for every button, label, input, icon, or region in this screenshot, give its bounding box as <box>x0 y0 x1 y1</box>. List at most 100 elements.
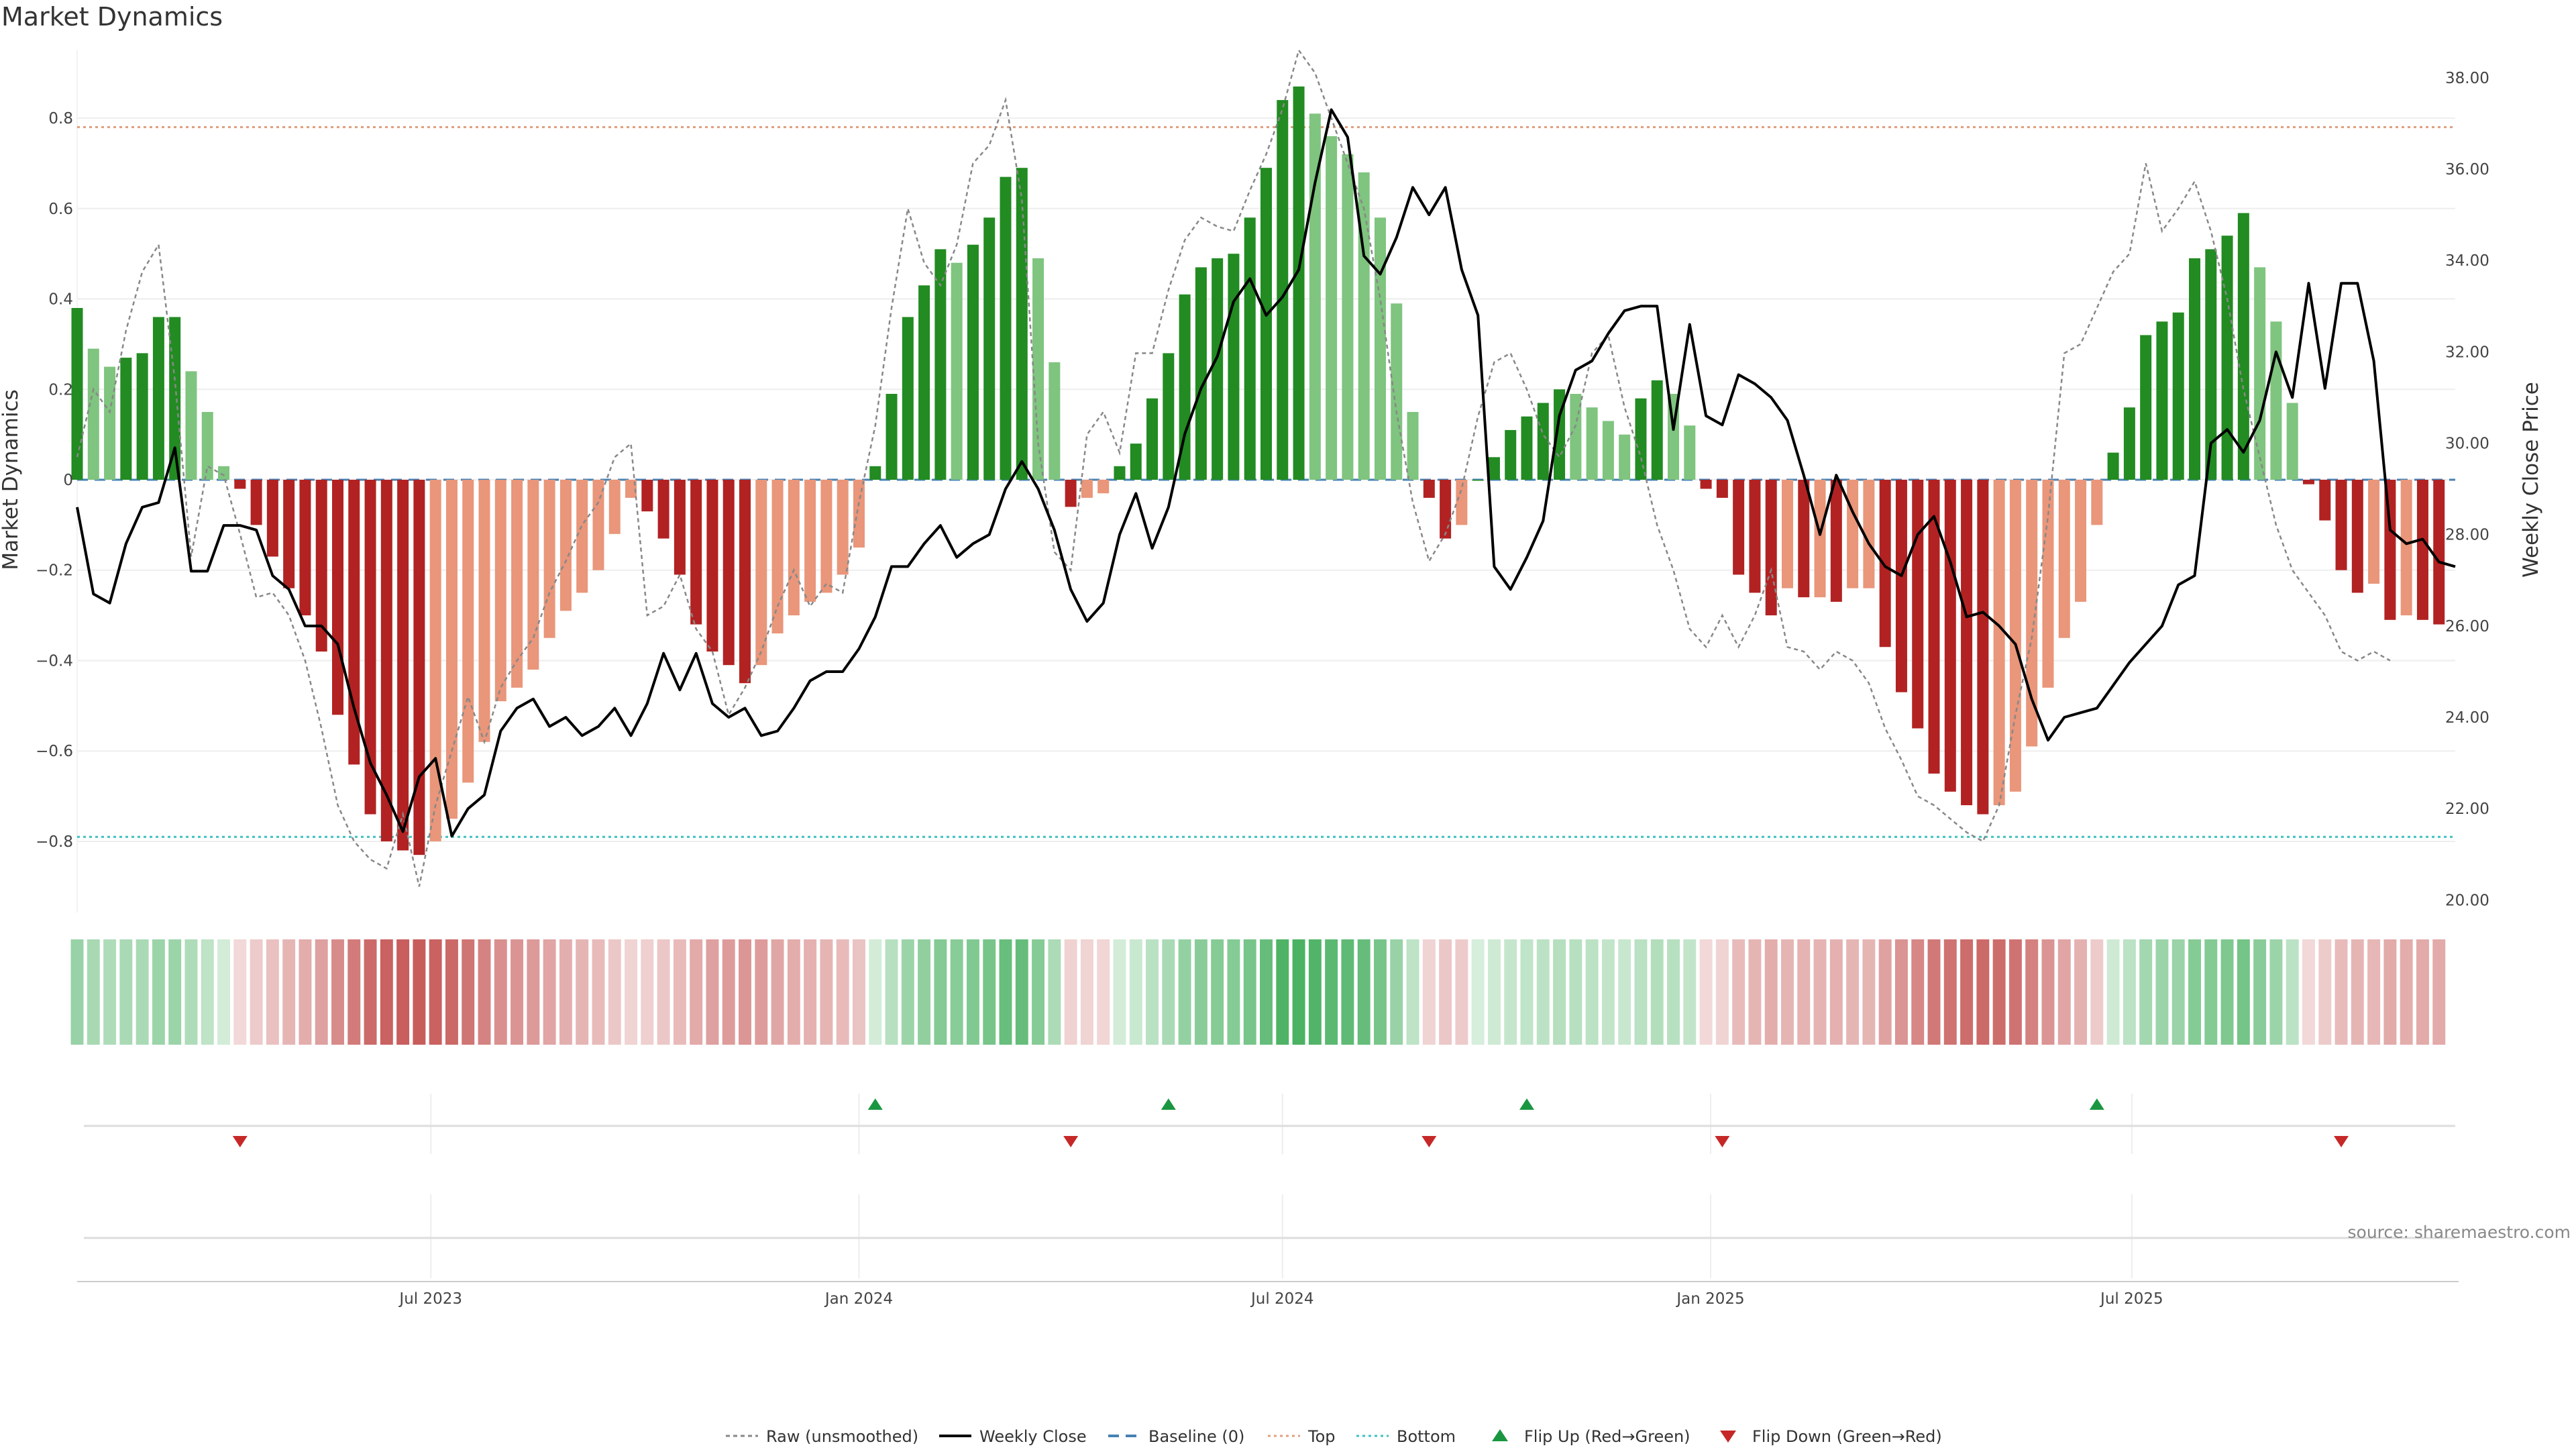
dynamics-bar <box>494 480 506 702</box>
dynamics-bar <box>331 480 343 715</box>
dynamics-bar <box>1130 444 1142 480</box>
dynamics-bar <box>1212 258 1224 480</box>
ribbon-cell <box>804 939 817 1045</box>
ribbon-cell <box>934 939 947 1045</box>
dynamics-bar <box>1146 398 1159 480</box>
ribbon-cell <box>722 939 735 1045</box>
dynamics-bar <box>1684 425 1696 480</box>
ribbon-cell <box>1781 939 1794 1045</box>
dynamics-bar <box>2042 480 2054 688</box>
dynamics-bar <box>1277 100 1289 480</box>
ribbon-cell <box>2041 939 2055 1045</box>
ribbon-cell <box>1276 939 1289 1045</box>
ribbon-cell <box>315 939 328 1045</box>
dynamics-bar <box>885 394 898 480</box>
ribbon-cell <box>462 939 475 1045</box>
ribbon-cell <box>2286 939 2299 1045</box>
ribbon-cell <box>1683 939 1697 1045</box>
dynamics-bar <box>657 480 669 539</box>
ribbon-cell <box>1406 939 1419 1045</box>
dynamics-bar <box>1505 429 1517 480</box>
dynamics-bar <box>2156 321 2168 480</box>
ribbon-cell <box>233 939 247 1045</box>
dynamics-bar <box>951 262 963 480</box>
ribbon-cell <box>657 939 670 1045</box>
ribbon-cell <box>1797 939 1811 1045</box>
ribbon-cell <box>1243 939 1256 1045</box>
ribbon-cell <box>2204 939 2218 1045</box>
dynamics-bar <box>2319 480 2331 521</box>
dynamics-bar <box>234 480 246 489</box>
ribbon-cell <box>918 939 931 1045</box>
dynamics-bar <box>283 480 295 588</box>
dynamics-bar <box>576 480 588 593</box>
dynamics-bar <box>2026 480 2038 747</box>
ribbon-cell <box>559 939 572 1045</box>
ribbon-cell <box>2237 939 2250 1045</box>
dynamics-bar <box>1407 411 1419 480</box>
dynamics-bar <box>1554 389 1566 480</box>
y-tick-label: 0.6 <box>48 201 73 218</box>
weekly-close-series <box>76 108 2456 838</box>
ribbon-cell <box>282 939 296 1045</box>
dynamics-bar <box>2123 407 2135 480</box>
dynamics-bar <box>250 480 262 525</box>
ribbon-cell <box>1667 939 1680 1045</box>
dynamics-bar <box>625 480 637 498</box>
chart-title: Market Dynamics <box>1 2 223 32</box>
y2-tick-label: 36.00 <box>2445 161 2489 178</box>
y-tick-label: −0.4 <box>36 652 73 670</box>
dynamics-bar <box>1521 416 1533 480</box>
dynamics-bar <box>1749 480 1761 593</box>
y2-tick-label: 28.00 <box>2445 527 2489 544</box>
dynamics-bar <box>2302 480 2314 484</box>
dynamics-bar <box>1781 480 1793 588</box>
ribbon-cell <box>1878 939 1892 1045</box>
x-tick-label: Jul 2025 <box>2099 1290 2163 1308</box>
ribbon-cell <box>1194 939 1208 1045</box>
x-tick-label: Jul 2023 <box>398 1290 462 1308</box>
dynamics-bar <box>559 480 572 611</box>
ribbon-cell <box>2074 939 2088 1045</box>
dynamics-bar <box>1912 480 1924 729</box>
ribbon-cell <box>625 939 638 1045</box>
dynamics-bar <box>1879 480 1891 647</box>
ribbon-cell <box>2090 939 2104 1045</box>
ribbon-cell <box>1487 939 1501 1045</box>
dynamics-bar <box>511 480 523 688</box>
y-tick-label: −0.6 <box>36 743 73 760</box>
dynamics-bar <box>918 285 930 480</box>
ribbon-cell <box>1455 939 1468 1045</box>
flip-down-marker <box>1421 1136 1437 1147</box>
legend-label: Raw (unsmoothed) <box>766 1427 918 1446</box>
dynamics-bar <box>1456 480 1468 525</box>
y2-tick-label: 38.00 <box>2445 70 2489 87</box>
dynamics-bar <box>1488 457 1500 480</box>
dynamics-bar <box>2075 480 2087 602</box>
dynamics-bar <box>2286 403 2298 480</box>
y2-tick-label: 24.00 <box>2445 709 2489 727</box>
ribbon-cell <box>885 939 898 1045</box>
ribbon-cell <box>1064 939 1077 1045</box>
dynamics-bar <box>1570 394 1582 480</box>
ribbon-cell <box>950 939 963 1045</box>
y-axis-label: Market Dynamics <box>0 389 23 570</box>
ribbon-cell <box>1162 939 1175 1045</box>
dynamics-bar <box>218 466 230 480</box>
ribbon-cell <box>1227 939 1240 1045</box>
dynamics-bar <box>2058 480 2070 638</box>
dynamics-bar <box>2416 480 2428 620</box>
y2-tick-label: 22.00 <box>2445 800 2489 818</box>
dynamics-bar <box>152 317 164 480</box>
x-tick-label: Jan 2025 <box>1675 1290 1744 1308</box>
legend-item: Top <box>1268 1427 1336 1446</box>
ribbon-cell <box>364 939 377 1045</box>
ribbon-cell <box>429 939 442 1045</box>
ribbon-cell <box>1764 939 1778 1045</box>
ribbon-cell <box>1536 939 1550 1045</box>
dynamics-bar <box>136 353 148 480</box>
dynamics-bar <box>87 348 99 480</box>
dynamics-bar <box>1163 353 1175 480</box>
dynamics-bar <box>1358 172 1370 480</box>
